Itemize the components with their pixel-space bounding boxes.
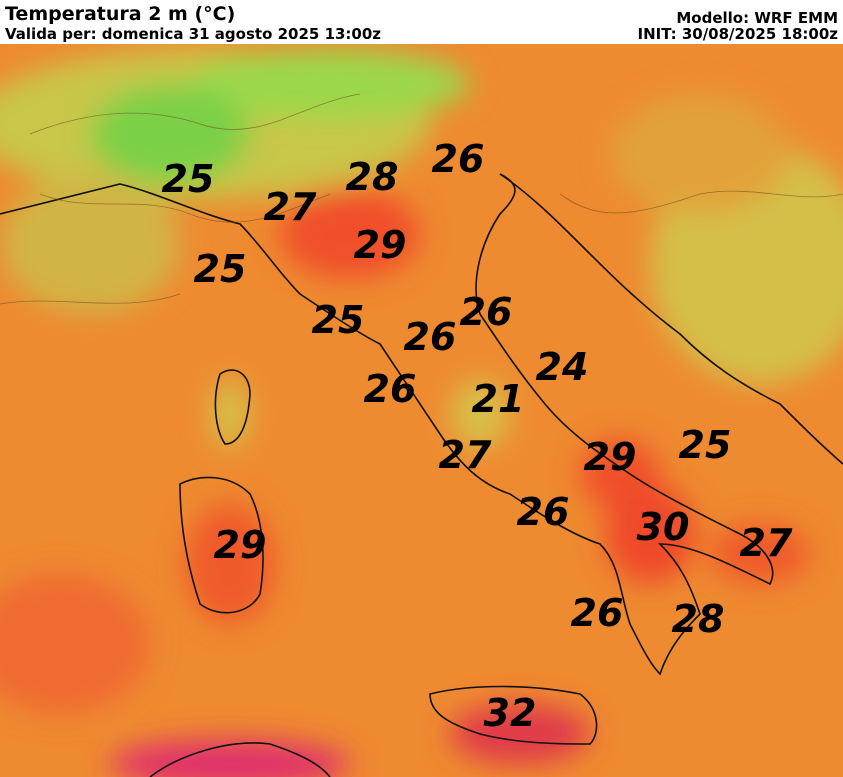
temperature-label: 27	[264, 185, 317, 229]
temperature-label: 29	[584, 435, 637, 479]
temperature-label: 26	[404, 315, 457, 359]
temperature-label: 25	[312, 298, 365, 342]
temperature-label: 29	[214, 523, 267, 567]
temperature-label: 32	[484, 691, 537, 735]
isotherms	[0, 93, 843, 305]
temperature-field	[0, 49, 843, 777]
model-name: Modello: WRF EMM	[676, 9, 838, 27]
temperature-label: 26	[364, 367, 417, 411]
temperature-label: 26	[517, 490, 570, 534]
temperature-label: 30	[637, 505, 690, 549]
temperature-label: 26	[432, 137, 485, 181]
temperature-label: 25	[162, 157, 215, 201]
temperature-label: 25	[679, 423, 732, 467]
temperature-label: 28	[346, 155, 399, 199]
temperature-label: 27	[740, 521, 793, 565]
temperature-label: 29	[354, 223, 407, 267]
coastlines	[0, 173, 843, 777]
temperature-label: 28	[672, 597, 725, 641]
map-title: Temperatura 2 m (°C)	[5, 3, 236, 25]
temperature-label: 26	[460, 290, 513, 334]
temperature-label: 21	[472, 377, 525, 421]
temperature-label: 25	[194, 247, 247, 291]
temperature-label: 27	[439, 433, 492, 477]
temperature-label: 24	[536, 345, 589, 389]
header: Temperatura 2 m (°C) Valida per: domenic…	[0, 0, 843, 44]
valid-time: Valida per: domenica 31 agosto 2025 13:0…	[5, 25, 382, 43]
temperature-label: 26	[571, 591, 624, 635]
init-time: INIT: 30/08/2025 18:00z	[637, 25, 838, 43]
